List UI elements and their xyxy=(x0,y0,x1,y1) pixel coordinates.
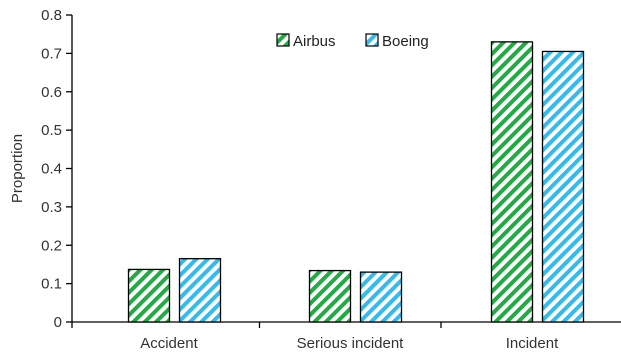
y-axis-title: Proportion xyxy=(9,134,26,203)
bar-boeing-2 xyxy=(541,50,585,323)
y-tick-label: 0.8 xyxy=(41,7,62,24)
y-tick-label: 0 xyxy=(54,314,62,331)
chart-legend: Airbus Boeing xyxy=(276,33,429,50)
chart-bars xyxy=(127,41,585,323)
y-tick-label: 0.2 xyxy=(41,237,62,254)
y-tick-label: 0.5 xyxy=(41,122,62,139)
bar-airbus-0 xyxy=(127,268,171,323)
y-tick-label: 0.7 xyxy=(41,45,62,62)
y-tick-label: 0.6 xyxy=(41,84,62,101)
legend-label-airbus: Airbus xyxy=(293,33,336,50)
x-tick-label: Incident xyxy=(506,335,559,352)
bar-airbus-1 xyxy=(308,269,352,323)
chart-labels: 0 0.1 0.2 0.3 0.4 0.5 0.6 0.7 0.8 Accident Serious… xyxy=(9,7,559,352)
x-tick-label: Accident xyxy=(140,335,198,352)
y-tick-label: 0.3 xyxy=(41,199,62,216)
legend-swatch-boeing xyxy=(365,33,379,47)
legend-label-boeing: Boeing xyxy=(382,33,429,50)
bar-boeing-0 xyxy=(178,258,222,323)
y-tick-label: 0.1 xyxy=(41,276,62,293)
y-tick-label: 0.4 xyxy=(41,161,62,178)
bar-boeing-1 xyxy=(359,271,403,323)
legend-swatch-airbus xyxy=(276,33,290,47)
bar-airbus-2 xyxy=(490,41,534,323)
x-tick-label: Serious incident xyxy=(297,335,405,352)
